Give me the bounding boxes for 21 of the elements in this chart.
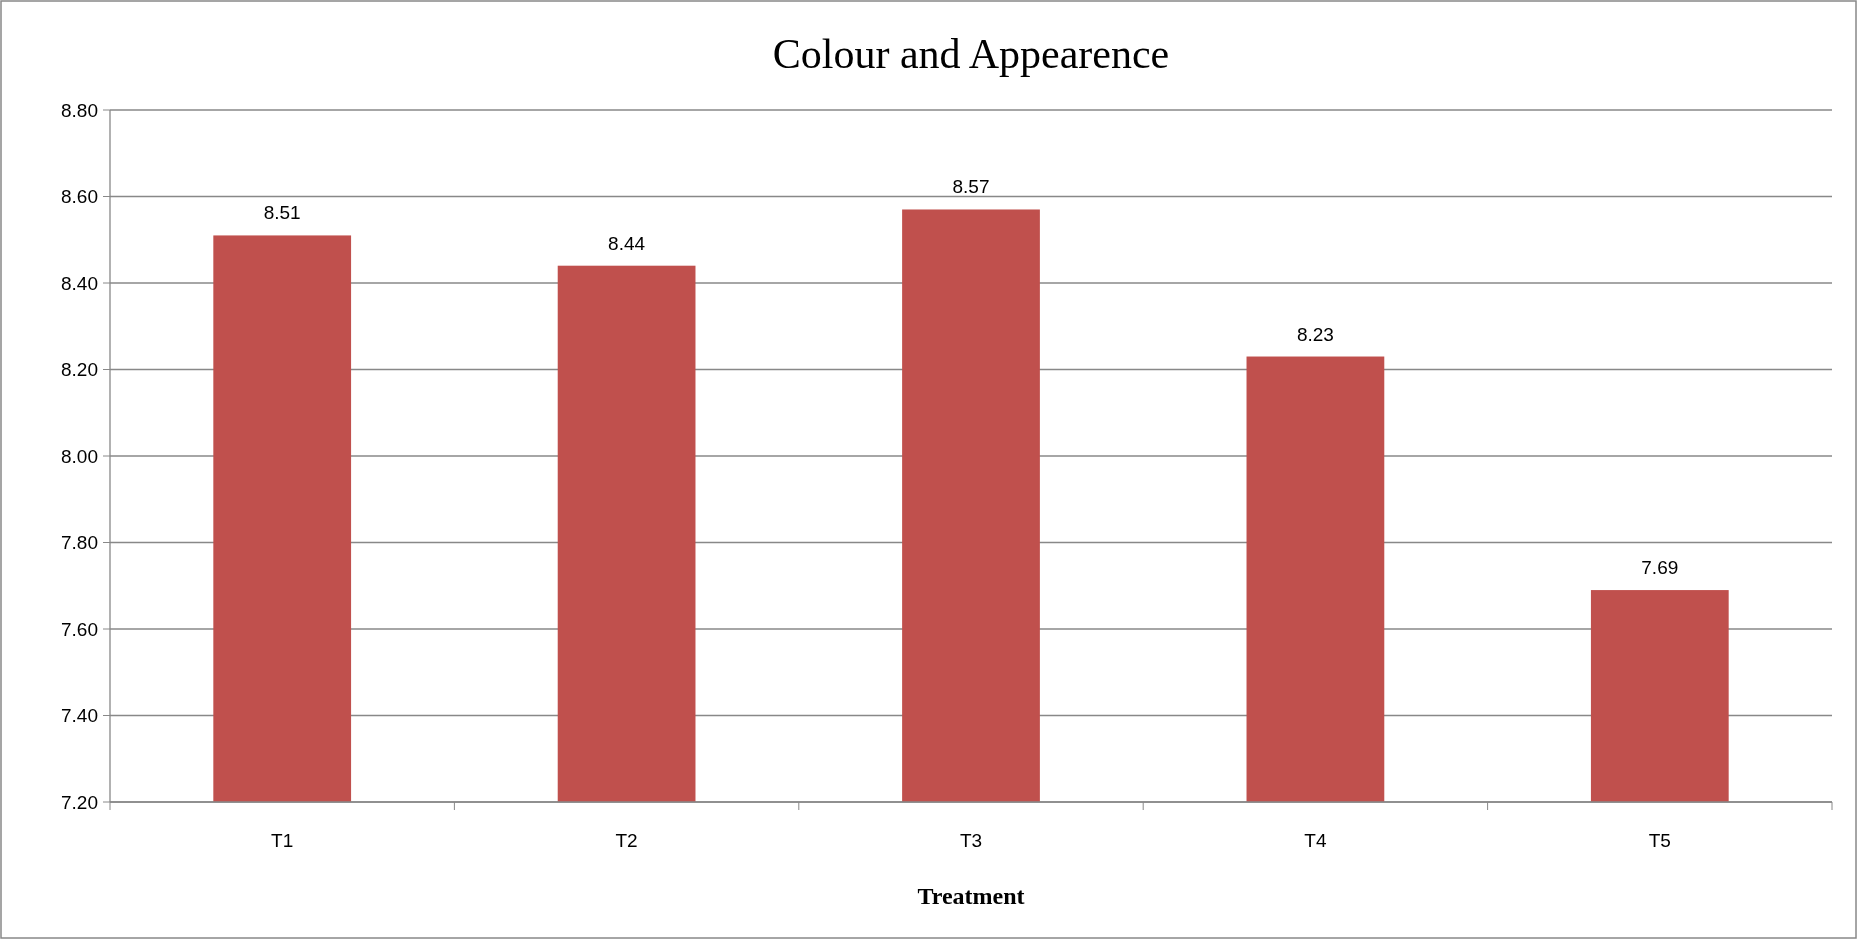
x-axis-title: Treatment [917, 883, 1025, 909]
y-tick-label: 8.00 [61, 445, 98, 467]
data-label: 8.44 [608, 232, 646, 254]
y-tick-label: 7.60 [61, 618, 98, 640]
data-label: 7.69 [1641, 557, 1679, 579]
x-tick-label: T4 [1304, 830, 1327, 851]
y-tick-label: 8.20 [61, 359, 98, 381]
y-tick-label: 8.60 [61, 186, 98, 208]
y-tick-label: 8.80 [61, 99, 98, 121]
y-tick-label: 7.20 [61, 791, 98, 813]
x-tick-label: T3 [959, 830, 983, 851]
y-tick-label: 7.80 [61, 532, 98, 554]
x-tick-label: T1 [271, 830, 294, 851]
chart-title: Colour and Appearence [772, 31, 1170, 77]
y-tick-label: 8.40 [61, 272, 98, 294]
data-label: 8.51 [263, 202, 301, 224]
y-tick-label: 7.40 [61, 705, 98, 727]
data-label: 8.57 [952, 176, 990, 198]
data-label: 8.23 [1296, 323, 1334, 345]
x-tick-label: T2 [615, 830, 638, 851]
x-tick-label: T5 [1648, 830, 1671, 851]
